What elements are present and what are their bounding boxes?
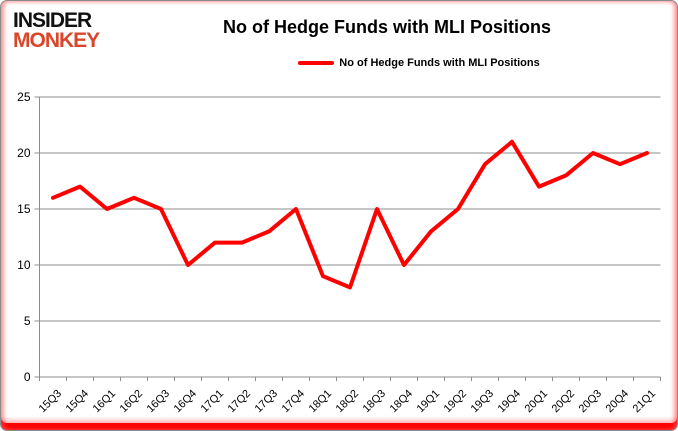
xtick-label: 20Q2 xyxy=(550,388,578,416)
chart-legend: No of Hedge Funds with MLI Positions xyxy=(161,57,677,69)
xtick-label: 20Q4 xyxy=(604,388,632,416)
xtick-label: 19Q4 xyxy=(496,388,524,416)
insider-monkey-logo: INSIDER MONKEY xyxy=(13,9,100,52)
xtick-label: 16Q4 xyxy=(172,388,200,416)
legend-label: No of Hedge Funds with MLI Positions xyxy=(339,57,540,69)
legend-line-marker xyxy=(298,61,335,65)
xtick-label: 18Q2 xyxy=(334,388,362,416)
ytick-label: 5 xyxy=(24,314,31,328)
xtick-label: 17Q4 xyxy=(280,388,308,416)
chart-title: No of Hedge Funds with MLI Positions xyxy=(223,17,551,37)
xtick-label: 18Q4 xyxy=(388,388,416,416)
xtick-label: 20Q3 xyxy=(577,388,605,416)
ytick-label: 0 xyxy=(24,370,31,384)
logo-line1: INSIDER xyxy=(13,9,92,32)
ytick-label: 25 xyxy=(17,90,31,104)
xtick-label: 19Q3 xyxy=(469,388,497,416)
xtick-label: 19Q2 xyxy=(442,388,470,416)
xtick-label: 17Q2 xyxy=(226,388,254,416)
xtick-label: 17Q3 xyxy=(253,388,281,416)
xtick-label: 18Q1 xyxy=(307,388,335,416)
xtick-label: 16Q3 xyxy=(145,388,173,416)
logo-line2: MONKEY xyxy=(13,28,100,52)
xtick-label: 16Q2 xyxy=(118,388,146,416)
ytick-label: 20 xyxy=(17,146,31,160)
xtick-label: 21Q1 xyxy=(631,388,659,416)
ytick-label: 15 xyxy=(17,202,31,216)
xtick-label: 17Q1 xyxy=(199,388,227,416)
xtick-label: 20Q1 xyxy=(523,388,551,416)
xtick-label: 15Q4 xyxy=(64,388,92,416)
series-line xyxy=(51,139,649,290)
xtick-label: 19Q1 xyxy=(415,388,443,416)
xtick-label: 16Q1 xyxy=(91,388,119,416)
xtick-label: 18Q3 xyxy=(361,388,389,416)
ytick-label: 10 xyxy=(17,258,31,272)
xtick-label: 15Q3 xyxy=(37,388,65,416)
chart-header: INSIDER MONKEY No of Hedge Funds with ML… xyxy=(1,1,677,77)
